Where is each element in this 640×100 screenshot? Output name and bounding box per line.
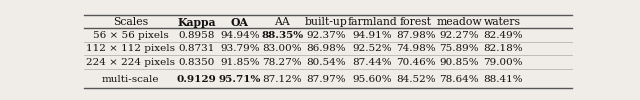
Text: AA: AA [275, 17, 290, 27]
Text: 78.27%: 78.27% [262, 58, 302, 67]
Text: 79.00%: 79.00% [483, 58, 522, 67]
Text: 91.85%: 91.85% [220, 58, 260, 67]
Text: Scales: Scales [113, 17, 148, 27]
Text: 80.54%: 80.54% [307, 58, 346, 67]
Text: waters: waters [484, 17, 521, 27]
Text: 88.35%: 88.35% [261, 31, 303, 40]
Text: 92.52%: 92.52% [353, 44, 392, 54]
Text: 82.18%: 82.18% [483, 44, 522, 54]
Text: 95.71%: 95.71% [219, 75, 261, 84]
Text: 0.8958: 0.8958 [179, 31, 215, 40]
Text: 224 × 224 pixels: 224 × 224 pixels [86, 58, 175, 67]
Text: 90.85%: 90.85% [440, 58, 479, 67]
Text: 86.98%: 86.98% [307, 44, 346, 54]
Text: 0.8350: 0.8350 [179, 58, 215, 67]
Text: 87.44%: 87.44% [353, 58, 392, 67]
Text: 83.00%: 83.00% [262, 44, 302, 54]
Text: 84.52%: 84.52% [396, 75, 436, 84]
Text: 93.79%: 93.79% [220, 44, 260, 54]
Text: farmland: farmland [348, 17, 397, 27]
Text: 82.49%: 82.49% [483, 31, 522, 40]
Text: Kappa: Kappa [177, 16, 216, 28]
Text: 88.41%: 88.41% [483, 75, 522, 84]
Text: 95.60%: 95.60% [353, 75, 392, 84]
Text: OA: OA [231, 16, 249, 28]
Text: 92.27%: 92.27% [440, 31, 479, 40]
Text: meadow: meadow [436, 17, 482, 27]
Text: 74.98%: 74.98% [396, 44, 436, 54]
Text: 0.8731: 0.8731 [179, 44, 215, 54]
Text: 92.37%: 92.37% [307, 31, 346, 40]
Text: forest: forest [400, 17, 432, 27]
Text: 75.89%: 75.89% [440, 44, 479, 54]
Text: 70.46%: 70.46% [396, 58, 436, 67]
Text: 56 × 56 pixels: 56 × 56 pixels [93, 31, 169, 40]
Text: 94.94%: 94.94% [220, 31, 260, 40]
Text: 112 × 112 pixels: 112 × 112 pixels [86, 44, 175, 54]
Text: 94.91%: 94.91% [353, 31, 392, 40]
Text: 87.98%: 87.98% [396, 31, 436, 40]
Text: 87.97%: 87.97% [307, 75, 346, 84]
Text: 87.12%: 87.12% [262, 75, 302, 84]
Text: built-up: built-up [305, 17, 348, 27]
Text: multi-scale: multi-scale [102, 75, 159, 84]
Text: 78.64%: 78.64% [440, 75, 479, 84]
Text: 0.9129: 0.9129 [177, 75, 216, 84]
